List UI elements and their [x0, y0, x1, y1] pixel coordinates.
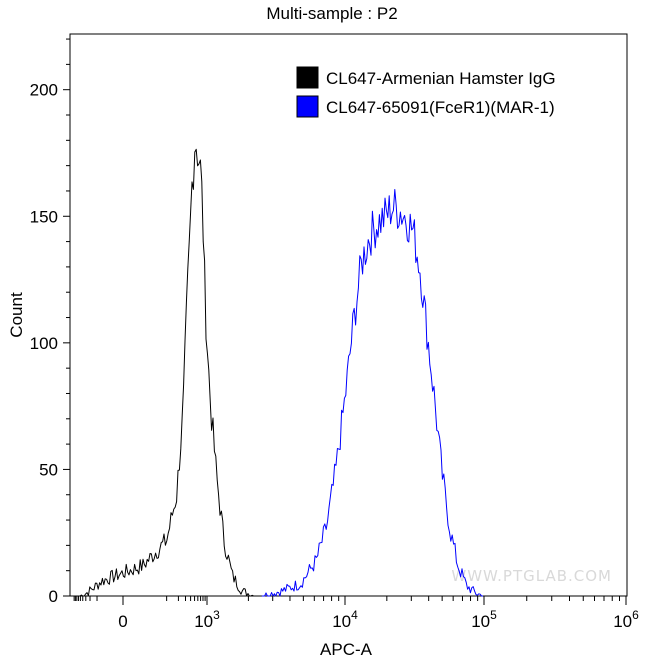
y-tick-label: 150: [30, 207, 58, 226]
watermark-text: WWW.PTGLAB.COM: [451, 567, 612, 585]
legend-swatch-2: [296, 95, 319, 118]
x-tick-label: 0: [118, 612, 127, 631]
y-tick-label: 100: [30, 334, 58, 353]
x-tick-label: 104: [332, 608, 358, 631]
legend-swatch-1: [296, 66, 319, 89]
y-tick-label: 200: [30, 81, 58, 100]
chart-title: Multi-sample : P2: [266, 4, 397, 23]
series-line-2: [261, 189, 483, 597]
y-tick-label: 0: [49, 587, 58, 606]
x-tick-label: 105: [471, 608, 497, 631]
x-axis-label: APC-A: [320, 640, 373, 659]
x-tick-label: 103: [194, 608, 220, 631]
legend-label-1: CL647-Armenian Hamster IgG: [326, 69, 556, 88]
x-tick-label: 106: [613, 608, 639, 631]
y-axis-label: Count: [7, 292, 26, 338]
legend-label-2: CL647-65091(FceR1)(MAR-1): [326, 98, 555, 117]
y-tick-label: 50: [39, 460, 58, 479]
series-line-1: [79, 148, 254, 597]
plot-frame: [69, 33, 628, 597]
